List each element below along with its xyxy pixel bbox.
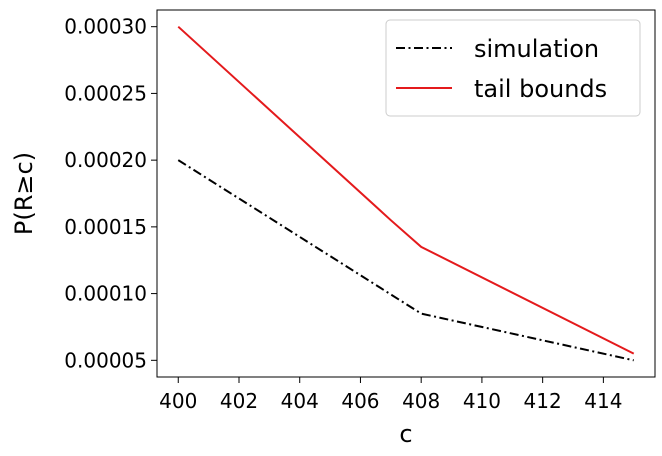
y-axis-label: P(R≥c) (10, 152, 38, 235)
x-tick-label: 410 (463, 389, 501, 413)
x-tick-label: 408 (402, 389, 440, 413)
y-tick-label: 0.00025 (64, 81, 147, 105)
x-tick-label: 402 (220, 389, 258, 413)
x-tick-label: 406 (341, 389, 379, 413)
y-tick-label: 0.00010 (64, 282, 147, 306)
y-tick-label: 0.00030 (64, 15, 147, 39)
plot-frame (156, 9, 656, 378)
x-tick-label: 400 (159, 389, 197, 413)
y-axis-ticks: 0.00005 0.00010 0.00015 0.00020 0.00025 0.000… (64, 15, 157, 372)
x-tick-label: 414 (584, 389, 622, 413)
y-tick-label: 0.00020 (64, 148, 147, 172)
series-line-0 (177, 159, 634, 362)
legend: simulation tail bounds (385, 19, 641, 117)
x-tick-label: 404 (281, 389, 319, 413)
series-layer (177, 25, 635, 362)
legend-label-1: tail bounds (474, 75, 607, 103)
series-line-1 (177, 25, 635, 355)
y-tick-label: 0.00015 (64, 215, 147, 239)
x-tick-label: 412 (524, 389, 562, 413)
x-axis-label: c (399, 420, 412, 448)
legend-label-0: simulation (474, 35, 599, 63)
x-axis-ticks: 400 402 404 406 408 410 412 414 (159, 377, 622, 413)
legend-box (385, 19, 641, 117)
y-tick-label: 0.00005 (64, 348, 147, 372)
